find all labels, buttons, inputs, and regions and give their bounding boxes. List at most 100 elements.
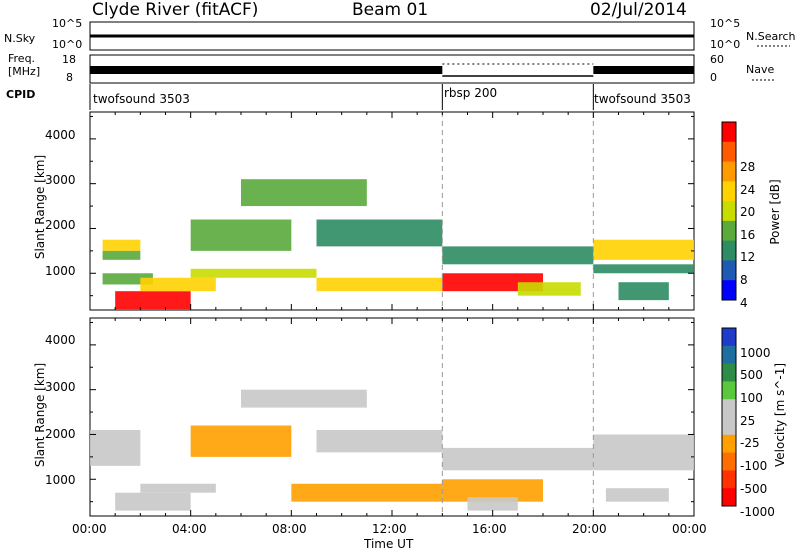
x-tick-label: 04:00	[172, 522, 207, 536]
freq-trace	[593, 66, 694, 74]
velocity-cb-title: Velocity [m s^-1]	[773, 362, 787, 467]
nave-label: Nave	[746, 63, 775, 76]
y-tick-label: 2000	[45, 427, 76, 441]
data-band	[102, 239, 141, 251]
freq-trace	[90, 66, 443, 74]
nave-tick-top: 60	[710, 53, 724, 66]
date-title: 02/Jul/2014	[590, 0, 687, 20]
cpid-label: CPID	[6, 88, 36, 101]
x-tick-label: 16:00	[472, 522, 507, 536]
data-band	[618, 282, 669, 301]
power-cb-tick: 20	[740, 205, 756, 219]
data-band	[140, 483, 216, 493]
colorbar-swatch	[722, 141, 736, 163]
nsky-tick-top: 10^5	[52, 17, 83, 30]
data-band	[241, 179, 367, 207]
y-tick-label: 1000	[45, 473, 76, 487]
nave-tick-bottom: 0	[710, 71, 717, 84]
data-band	[442, 246, 594, 265]
y-tick-label: 4000	[45, 128, 76, 142]
x-tick-label: 00:00	[72, 522, 107, 536]
data-band	[115, 492, 191, 511]
nsearch-tick-top: 10^5	[710, 17, 741, 30]
colorbar-swatch	[722, 452, 736, 471]
velocity-cb-tick: 100	[740, 391, 763, 405]
colorbar-frame	[721, 327, 737, 507]
y-axis-title: Slant Range [km]	[33, 154, 47, 260]
data-band	[442, 479, 543, 502]
power-cb-tick: 8	[740, 273, 748, 287]
cpid-segment-label: rbsp 200	[444, 86, 498, 100]
beam-title: Beam 01	[352, 0, 429, 20]
velocity-cb-tick: -25	[740, 436, 760, 450]
data-band	[190, 425, 292, 457]
x-tick-label: 00:00	[672, 522, 707, 536]
colorbar-swatch	[722, 470, 736, 489]
data-band	[593, 434, 694, 471]
cpid-segment-label: twofsound 3503	[93, 92, 190, 106]
y-tick-label: 3000	[45, 173, 76, 187]
colorbar-swatch	[722, 260, 736, 281]
freq-label-bottom: [MHz]	[8, 65, 41, 78]
data-band	[593, 264, 694, 274]
colorbar-frame	[721, 121, 737, 301]
velocity-cb-tick: 500	[740, 368, 763, 382]
data-band	[102, 250, 141, 260]
nsky-tick-bottom: 10^0	[52, 38, 83, 51]
data-band	[115, 291, 191, 310]
nsearch-label: N.Search	[746, 30, 796, 43]
data-band	[90, 429, 141, 466]
data-band	[467, 497, 518, 511]
colorbar-swatch	[722, 345, 736, 365]
nsearch-tick-bottom: 10^0	[710, 38, 741, 51]
colorbar-swatch	[722, 434, 736, 454]
power-cb-tick: 24	[740, 183, 756, 197]
y-tick-label: 3000	[45, 380, 76, 394]
freq-label-top: Freq.	[8, 52, 36, 65]
y-axis-title: Slant Range [km]	[33, 362, 47, 468]
colorbar-swatch	[722, 220, 736, 242]
velocity-cb-tick: 1000	[740, 346, 771, 360]
y-tick-label: 4000	[45, 333, 76, 347]
data-band	[190, 219, 292, 251]
data-band	[316, 429, 443, 453]
velocity-cb-tick: -100	[740, 459, 768, 473]
power-cb-tick: 4	[740, 296, 748, 310]
colorbar-swatch	[722, 122, 736, 143]
colorbar-swatch	[722, 181, 736, 202]
x-tick-label: 20:00	[572, 522, 607, 536]
data-band	[241, 389, 367, 408]
data-band	[316, 277, 443, 292]
data-band	[291, 483, 443, 502]
cpid-segment-label: twofsound 3503	[594, 92, 691, 106]
data-band	[140, 277, 216, 292]
y-tick-label: 2000	[45, 218, 76, 232]
freq-tick-bottom: 8	[66, 71, 73, 84]
y-tick-label: 1000	[45, 264, 76, 278]
data-band	[442, 447, 594, 471]
power-cb-tick: 12	[740, 250, 756, 264]
nsky-label: N.Sky	[4, 32, 36, 45]
power-cb-tick: 28	[740, 160, 756, 174]
data-band	[517, 282, 581, 296]
colorbar-swatch	[722, 363, 736, 382]
data-band	[102, 273, 153, 285]
power-cb-title: Power [dB]	[768, 179, 782, 245]
data-band	[593, 239, 694, 260]
x-tick-label: 12:00	[372, 522, 407, 536]
colorbar-swatch	[722, 201, 736, 222]
colorbar-swatch	[722, 280, 736, 301]
velocity-cb-tick: -1000	[740, 505, 775, 519]
colorbar-swatch	[722, 161, 736, 182]
colorbar-swatch	[722, 381, 736, 400]
velocity-cb-tick: -500	[740, 482, 768, 496]
colorbar-swatch	[722, 240, 736, 261]
data-band	[605, 488, 669, 502]
colorbar-swatch	[722, 488, 736, 507]
velocity-cb-tick: 25	[740, 414, 756, 428]
data-band	[316, 219, 443, 247]
power-cb-tick: 16	[740, 228, 756, 242]
data-band	[190, 268, 317, 278]
